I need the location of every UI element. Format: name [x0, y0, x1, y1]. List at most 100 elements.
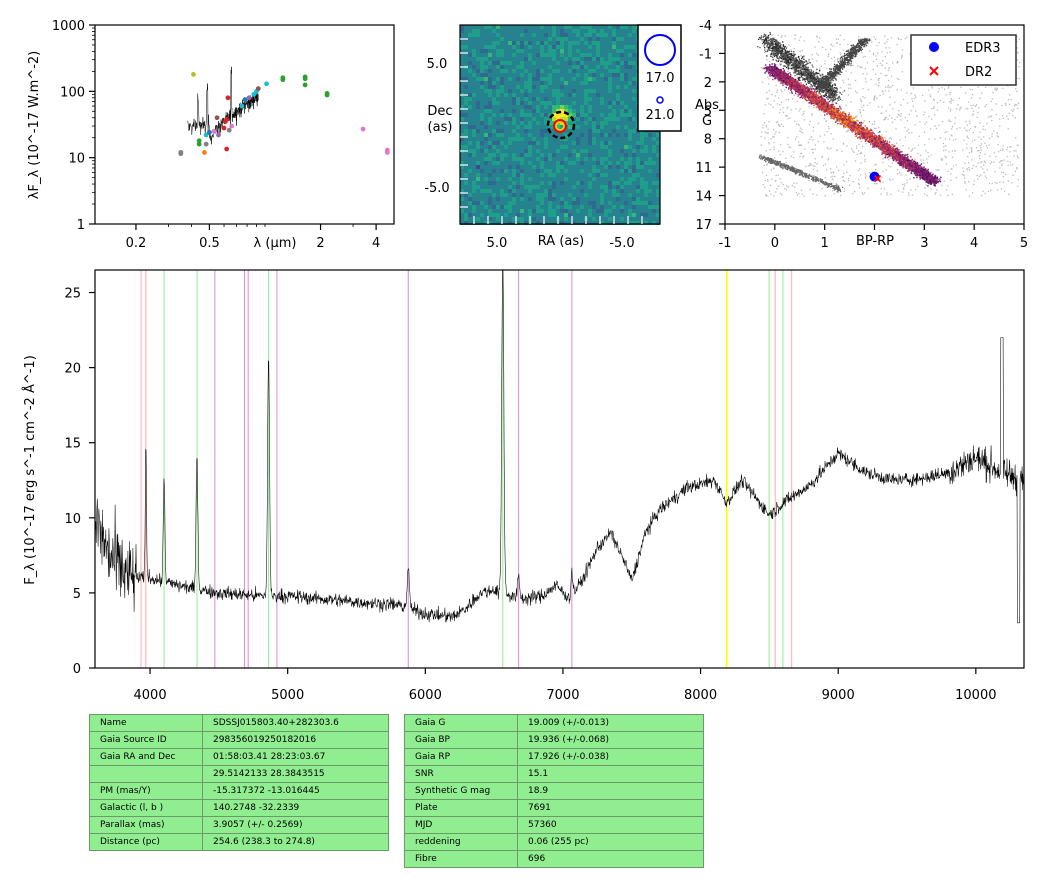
hrd-star — [828, 93, 830, 95]
cutout-pixel — [532, 125, 536, 129]
cutout-pixel — [572, 25, 576, 29]
cutout-pixel — [632, 149, 636, 153]
hrd-star — [889, 115, 891, 117]
cutout-pixel — [544, 197, 548, 201]
cutout-pixel — [596, 221, 600, 225]
hrd-star — [908, 194, 910, 196]
cutout-pixel — [512, 101, 516, 105]
cutout-pixel — [468, 105, 472, 109]
hrd-star — [927, 89, 930, 91]
hrd-star — [780, 46, 782, 48]
cutout-pixel — [560, 193, 564, 197]
hrd-star — [896, 142, 898, 144]
cutout-pixel — [636, 193, 640, 197]
hrd-star — [966, 168, 968, 170]
hrd-star — [858, 150, 860, 152]
cutout-pixel — [584, 105, 588, 109]
cutout-pixel — [616, 105, 620, 109]
cutout-pixel — [624, 89, 628, 93]
cutout-pixel — [532, 129, 536, 133]
hrd-star — [762, 184, 764, 186]
cutout-pixel — [604, 193, 608, 197]
cutout-pixel — [600, 45, 604, 49]
cutout-pixel — [476, 169, 480, 173]
cutout-pixel — [512, 173, 516, 177]
hrd-star — [1018, 38, 1020, 40]
cutout-pixel — [508, 137, 512, 141]
cutout-pixel — [536, 89, 540, 93]
cutout-pixel — [612, 181, 616, 185]
cutout-pixel — [468, 137, 472, 141]
cutout-pixel — [620, 209, 624, 213]
cutout-pixel — [552, 189, 556, 193]
cutout-pixel — [532, 45, 536, 49]
cutout-pixel — [496, 169, 500, 173]
cutout-pixel — [572, 101, 576, 105]
cutout-pixel — [480, 53, 484, 57]
hrd-star — [818, 90, 820, 93]
hrd-star — [901, 166, 903, 168]
hrd-star — [801, 49, 803, 52]
hrd-star — [1007, 180, 1009, 182]
cutout-pixel — [552, 197, 556, 201]
hrd-star — [768, 37, 770, 39]
cutout-pixel — [504, 109, 508, 113]
cutout-pixel — [564, 201, 568, 205]
cutout-pixel — [632, 77, 636, 81]
cutout-pixel — [600, 217, 604, 221]
hrd-star — [806, 72, 808, 74]
hrd-star — [971, 107, 973, 109]
cutout-pixel — [468, 33, 472, 37]
cutout-pixel — [488, 93, 492, 97]
hrd-star — [1013, 155, 1015, 157]
cutout-pixel — [560, 69, 564, 73]
cutout-pixel — [656, 177, 660, 181]
cutout-pixel — [524, 57, 528, 61]
cutout-pixel — [512, 137, 516, 141]
cutout-pixel — [572, 217, 576, 221]
cutout-pixel — [624, 133, 628, 137]
hrd-star — [851, 148, 853, 150]
cutout-pixel — [592, 197, 596, 201]
hrd-star — [798, 57, 800, 59]
cutout-pixel — [544, 41, 548, 45]
cutout-pixel — [520, 97, 524, 101]
hrd-star — [937, 169, 939, 171]
cutout-pixel — [476, 109, 480, 113]
cutout-pixel — [536, 53, 540, 57]
cutout-pixel — [568, 57, 572, 61]
cutout-pixel — [620, 97, 624, 101]
cutout-x-tick-right: -5.0 — [609, 236, 634, 251]
cutout-pixel — [548, 169, 552, 173]
sed-photometry-point — [302, 76, 308, 82]
hrd-star — [936, 109, 939, 111]
cutout-pixel — [496, 65, 500, 69]
hrd-star — [829, 93, 831, 95]
hrd-star — [847, 94, 850, 96]
hrd-star — [796, 76, 798, 78]
hrd-star — [813, 75, 815, 77]
cutout-pixel — [564, 41, 568, 45]
cutout-pixel — [584, 29, 588, 33]
cutout-pixel — [568, 97, 572, 101]
cutout-pixel — [576, 45, 580, 49]
cutout-pixel — [472, 29, 476, 33]
hrd-star — [783, 48, 785, 50]
hrd-star — [888, 87, 890, 89]
cutout-pixel — [584, 77, 588, 81]
hrd-star — [790, 61, 793, 63]
cutout-pixel — [600, 185, 604, 189]
hrd-star — [838, 95, 840, 97]
hrd-star — [897, 37, 899, 39]
hrd-star — [889, 157, 891, 159]
cutout-pixel — [472, 113, 476, 117]
hrd-star — [801, 61, 803, 63]
cutout-pixel — [492, 193, 496, 197]
hrd-star — [814, 46, 816, 48]
cutout-pixel — [612, 185, 616, 189]
hrd-star — [934, 138, 936, 140]
cutout-pixel — [592, 105, 596, 109]
hrd-star — [813, 85, 816, 87]
cutout-pixel — [632, 65, 636, 69]
hrd-star — [889, 179, 891, 181]
